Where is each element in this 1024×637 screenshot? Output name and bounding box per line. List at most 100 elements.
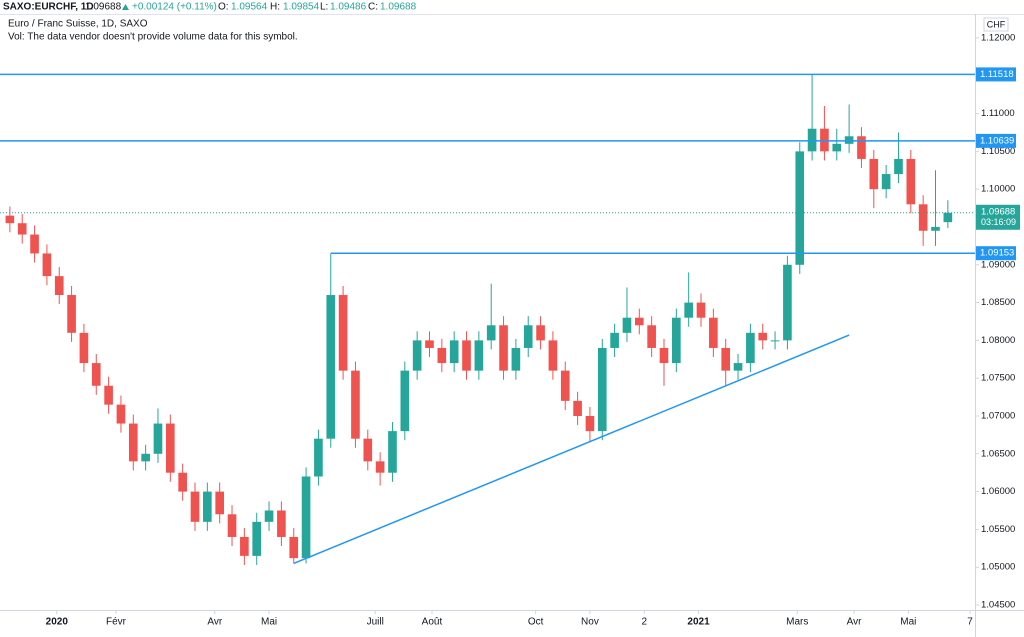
candle-body — [486, 325, 496, 341]
candle-body — [338, 295, 348, 371]
x-tick-label: Avr — [847, 617, 862, 628]
candle-body — [190, 491, 200, 522]
candle-body — [721, 347, 731, 371]
currency-box — [983, 17, 1009, 32]
candle-body — [511, 347, 521, 371]
candle-body — [696, 302, 706, 318]
candle-body — [351, 370, 360, 439]
candle-body — [264, 510, 274, 522]
close-value: 1.09688 — [380, 2, 417, 13]
close-label: C: — [368, 2, 378, 13]
symbol: SAXO:EURCHF, 1D — [3, 2, 94, 13]
candle-body — [5, 215, 15, 224]
candle-body — [622, 317, 632, 333]
y-tick-label: 1.10500 — [981, 146, 1015, 157]
change: +0.00124 (+0.11%) — [132, 2, 217, 13]
candle-body — [869, 158, 879, 190]
candle-body — [363, 438, 373, 462]
level-tag — [976, 67, 1016, 82]
candle-body — [215, 491, 225, 515]
y-tick-label: 1.08000 — [981, 335, 1015, 346]
y-tick-label: 1.06500 — [981, 448, 1015, 459]
last-price-tag — [976, 204, 1020, 230]
candle-body — [227, 514, 237, 537]
y-tick-label: 1.11000 — [981, 108, 1015, 119]
y-tick-label: 1.04500 — [981, 600, 1015, 611]
high-label: H: — [270, 2, 280, 13]
level-label: 1.10639 — [980, 135, 1014, 146]
candle-body — [585, 415, 595, 432]
currency: CHF — [987, 19, 1006, 29]
candle-body — [820, 128, 829, 152]
countdown: 03:16:09 — [981, 217, 1016, 227]
candle-body — [894, 158, 903, 175]
candle-body — [881, 174, 891, 190]
y-tick-label: 1.06000 — [981, 486, 1015, 497]
candle-body — [301, 476, 311, 559]
candle-body — [153, 423, 163, 454]
trendline — [293, 334, 850, 565]
low-value: 1.09486 — [330, 2, 367, 13]
candle-body — [17, 223, 27, 235]
candle-body — [289, 536, 299, 559]
candle-body — [437, 347, 447, 364]
candle-body — [597, 347, 607, 432]
y-tick-label: 1.10000 — [981, 184, 1015, 195]
y-tick-label: 1.07000 — [981, 411, 1015, 422]
last-price-label: 1.09688 — [981, 206, 1015, 217]
y-tick-label: 1.07500 — [981, 373, 1015, 384]
candle-body — [54, 276, 64, 296]
y-tick-label: 1.09000 — [981, 259, 1015, 270]
y-tick-label: 1.08500 — [981, 297, 1015, 308]
candle-body — [684, 302, 693, 318]
candle-body — [400, 370, 410, 432]
candle-body — [252, 521, 262, 556]
last-price: 1.09688 — [85, 2, 122, 13]
level-label: 1.11518 — [980, 69, 1014, 80]
candle-body — [412, 340, 422, 371]
candle-body — [943, 212, 953, 223]
x-tick-label: Juill — [367, 617, 384, 628]
x-tick-label: Avr — [207, 617, 222, 628]
candle-body — [931, 226, 940, 231]
level-tag — [976, 133, 1016, 148]
candle-body — [560, 370, 570, 401]
candle-body — [832, 143, 842, 152]
x-tick-label: 2 — [641, 617, 647, 628]
candle-body — [165, 423, 175, 473]
x-tick-label: Oct — [528, 617, 544, 628]
x-tick-label: Août — [422, 617, 443, 628]
candle-body — [634, 317, 644, 326]
candle-body — [548, 340, 558, 371]
candle-body — [746, 332, 755, 364]
open-value: 1.09564 — [231, 2, 268, 13]
candle-body — [425, 340, 434, 348]
x-tick-label: 7 — [967, 617, 973, 628]
candle-body — [709, 317, 718, 348]
candle-body — [203, 491, 212, 522]
candle-body — [758, 332, 768, 341]
candle-body — [523, 325, 533, 348]
candle-body — [659, 347, 669, 364]
x-tick-label: Mai — [261, 617, 277, 628]
candle-body — [314, 438, 323, 477]
candle-body — [375, 461, 385, 473]
candle-body — [857, 136, 866, 159]
candle-body — [128, 423, 138, 462]
candle-body — [918, 204, 928, 231]
high-value: 1.09854 — [283, 2, 320, 13]
x-tick-label: Mars — [786, 617, 808, 628]
candle-body — [116, 404, 126, 424]
candle-body — [536, 325, 545, 341]
x-tick-label: Févr — [106, 617, 127, 628]
candle-body — [474, 340, 484, 371]
volume-note: Vol: The data vendor doesn't provide vol… — [8, 32, 298, 43]
level-tag — [976, 246, 1016, 261]
candle-body — [844, 136, 854, 144]
x-tick-label: Nov — [581, 617, 599, 628]
x-tick-label: 2021 — [687, 617, 710, 628]
candle-body — [795, 151, 805, 265]
